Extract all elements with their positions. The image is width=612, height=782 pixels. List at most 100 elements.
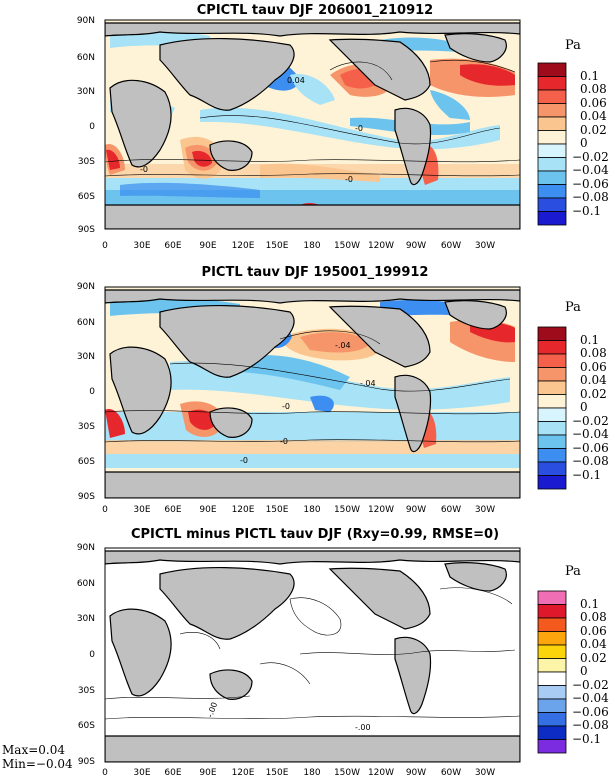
colorbar-swatch bbox=[537, 143, 567, 158]
lat-tick: 90S bbox=[77, 492, 95, 502]
colorbar-swatch bbox=[537, 62, 567, 77]
colorbar-swatch bbox=[537, 89, 567, 104]
colorbar-tick-label: 0.08 bbox=[580, 346, 607, 360]
colorbar-swatch bbox=[537, 631, 567, 646]
colorbar-swatch bbox=[537, 184, 567, 199]
colorbar-tick-label: 0.06 bbox=[580, 359, 607, 374]
lon-tick: 30E bbox=[133, 241, 151, 251]
colorbar-tick-label: 0.1 bbox=[580, 68, 600, 83]
lat-tick: 90N bbox=[76, 16, 95, 26]
map-pictl: -.04 -.04 -0 -0 -0 bbox=[104, 286, 521, 499]
lon-tick: 180 bbox=[303, 768, 321, 778]
colorbar-unit: Pa bbox=[565, 38, 581, 53]
colorbar-tick-label: 0 bbox=[580, 400, 588, 414]
colorbar-unit: Pa bbox=[565, 564, 581, 579]
colorbar-swatch bbox=[537, 116, 567, 131]
colorbar-tick-label: 0.06 bbox=[580, 623, 607, 638]
lon-tick: 150W bbox=[333, 241, 361, 251]
colorbar-swatch bbox=[537, 197, 567, 212]
min-label: Min=−0.04 bbox=[2, 757, 73, 771]
colorbar-swatch bbox=[537, 367, 567, 382]
colorbar-tick-label: 0.04 bbox=[580, 637, 607, 651]
colorbar-tick-label: −0.04 bbox=[572, 163, 609, 177]
lat-tick: 0 bbox=[89, 650, 95, 660]
lon-tick: 90E bbox=[199, 241, 217, 251]
lon-tick: 90E bbox=[199, 768, 217, 778]
lon-tick: 90W bbox=[405, 505, 427, 515]
lat-tick: 90N bbox=[76, 282, 95, 292]
lat-tick: 60N bbox=[76, 53, 95, 63]
colorbar-swatch bbox=[537, 353, 567, 368]
lon-tick: 150E bbox=[265, 241, 289, 251]
colorbar-tick-label: −0.02 bbox=[572, 149, 609, 164]
lat-tick: 90N bbox=[76, 543, 95, 553]
colorbar-swatch bbox=[537, 590, 567, 605]
lon-tick: 30W bbox=[474, 241, 496, 251]
lat-tick: 30S bbox=[77, 157, 95, 167]
colorbar-tick-label: −0.04 bbox=[572, 691, 609, 705]
colorbar-tick-label: 0.1 bbox=[580, 596, 600, 611]
colorbar-swatch bbox=[537, 698, 567, 713]
contour-label: -0 bbox=[345, 175, 353, 184]
lon-tick: 60E bbox=[164, 768, 182, 778]
colorbar-swatch bbox=[537, 103, 567, 118]
lon-tick: 180 bbox=[303, 505, 321, 515]
lat-tick: 90S bbox=[77, 757, 95, 767]
colorbar-swatch bbox=[537, 326, 567, 341]
lat-tick: 60S bbox=[77, 192, 95, 202]
colorbar-swatch bbox=[537, 407, 567, 422]
colorbar-swatch bbox=[537, 170, 567, 185]
lon-tick: 90W bbox=[405, 768, 427, 778]
contour-label: 0.04 bbox=[287, 76, 305, 85]
colorbar-swatch bbox=[537, 211, 567, 226]
lat-tick: 0 bbox=[89, 387, 95, 397]
lon-tick: 0 bbox=[102, 241, 108, 251]
colorbar-tick-label: −0.06 bbox=[572, 176, 609, 191]
contour-label: -0 bbox=[280, 437, 288, 446]
lon-tick: 0 bbox=[102, 505, 108, 515]
lon-tick: 120W bbox=[367, 241, 395, 251]
lon-tick: 60E bbox=[164, 241, 182, 251]
colorbar-swatch bbox=[537, 685, 567, 700]
colorbar-swatch bbox=[537, 644, 567, 659]
lon-tick: 60W bbox=[440, 241, 462, 251]
lon-tick: 180 bbox=[303, 241, 321, 251]
colorbar-unit: Pa bbox=[565, 300, 581, 315]
colorbar-swatch bbox=[537, 725, 567, 740]
lon-tick: 120W bbox=[367, 768, 395, 778]
colorbar-swatch bbox=[537, 130, 567, 145]
lon-tick: 30E bbox=[133, 505, 151, 515]
colorbar-tick-label: −0.08 bbox=[572, 190, 609, 204]
map-cpictl: 0.04 -0 -0 -0 bbox=[104, 19, 521, 230]
colorbar-swatch bbox=[537, 394, 567, 409]
lat-tick: 30N bbox=[76, 87, 95, 97]
colorbar-tick-label: 0.1 bbox=[580, 332, 600, 347]
colorbar-tick-label: 0.02 bbox=[580, 122, 607, 137]
colorbar bbox=[537, 590, 567, 754]
colorbar bbox=[537, 326, 567, 490]
lon-tick: 30W bbox=[474, 768, 496, 778]
colorbar-swatch bbox=[537, 421, 567, 436]
colorbar-tick-label: −0.06 bbox=[572, 704, 609, 719]
colorbar-tick-label: 0.04 bbox=[580, 373, 607, 387]
colorbar-swatch bbox=[537, 671, 567, 686]
colorbar-tick-label: 0.08 bbox=[580, 82, 607, 96]
contour-label: -.04 bbox=[335, 341, 351, 350]
colorbar bbox=[537, 62, 567, 226]
lat-tick: 60S bbox=[77, 457, 95, 467]
lat-tick: 60N bbox=[76, 579, 95, 589]
lon-tick: 150E bbox=[265, 768, 289, 778]
lon-tick: 90W bbox=[405, 241, 427, 251]
colorbar-tick-label: 0.06 bbox=[580, 95, 607, 110]
lon-tick: 120E bbox=[231, 241, 255, 251]
lon-tick: 120E bbox=[231, 505, 255, 515]
colorbar-tick-label: 0.08 bbox=[580, 610, 607, 624]
lat-tick: 60S bbox=[77, 721, 95, 731]
lon-tick: 60W bbox=[440, 505, 462, 515]
lat-tick: 30S bbox=[77, 422, 95, 432]
colorbar-swatch bbox=[537, 604, 567, 619]
lon-tick: 150E bbox=[265, 505, 289, 515]
colorbar-tick-label: −0.06 bbox=[572, 440, 609, 455]
lat-tick: 30N bbox=[76, 614, 95, 624]
contour-label: -0 bbox=[355, 124, 363, 133]
